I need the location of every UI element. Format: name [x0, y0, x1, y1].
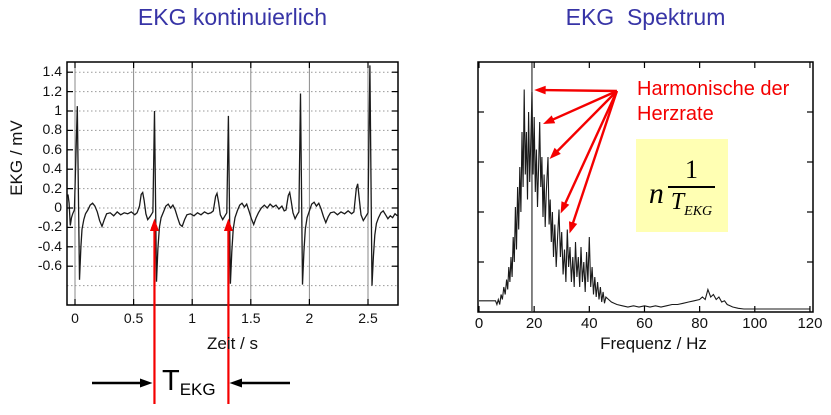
harmonics-annotation-line2: Herzrate: [637, 103, 714, 125]
left-chart-title: EKG kontinuierlich: [137, 4, 328, 30]
harmonic-arrowhead: [534, 85, 546, 95]
harmonic-arrow: [563, 90, 618, 206]
right-plot-border: [477, 61, 814, 313]
y-tick-label: 0.2: [42, 179, 62, 196]
y-tick-label: -0.2: [37, 218, 62, 235]
harmonic-arrow: [555, 90, 618, 154]
formula-fraction: 1 TEKG: [667, 155, 716, 219]
x-tick-label: 0.5: [123, 310, 144, 326]
harmonics-annotation-line1: Harmonische der: [637, 78, 790, 100]
ekg-waveform: [67, 65, 398, 286]
y-tick-label: -0.4: [37, 237, 62, 254]
right-chart-title: EKG Spektrum: [565, 4, 726, 30]
formula-denominator-subscript: EKG: [684, 204, 713, 219]
tekg-period-arrowhead: [149, 218, 159, 231]
harmonic-arrowhead: [543, 115, 556, 124]
spectrum-curve: [479, 89, 810, 310]
dimension-arrowhead-right: [229, 378, 242, 388]
dimension-arrowhead-left: [140, 378, 153, 388]
left-chart-plot: [66, 61, 399, 404]
y-tick-label: 0: [54, 199, 62, 215]
x-tick-label: 120: [797, 315, 823, 332]
x-tick-label: 1.5: [241, 310, 261, 326]
harmonic-arrow: [571, 90, 619, 226]
left-chart-xlabel: Zeit / s: [206, 334, 258, 353]
x-tick-label: 2: [305, 310, 314, 326]
y-tick-label: 1.4: [42, 63, 62, 80]
formula-denominator-symbol: T: [670, 189, 685, 215]
harmonic-arrowhead: [560, 201, 570, 214]
x-tick-label: 100: [742, 315, 768, 332]
harmonic-arrow: [543, 88, 617, 93]
tekg-period-label: TEKG: [162, 365, 216, 399]
x-tick-label: 1: [188, 310, 197, 326]
harmonics-formula-box: n 1 TEKG: [636, 139, 728, 232]
y-tick-label: 1: [54, 102, 62, 118]
y-tick-label: 0.4: [42, 160, 62, 177]
left-plot-border: [66, 61, 399, 306]
formula-denominator: TEKG: [667, 186, 716, 219]
y-tick-label: 0.6: [42, 140, 62, 157]
tekg-period-label-symbol: T: [162, 365, 180, 397]
x-tick-label: 60: [636, 315, 653, 332]
x-tick-label: 40: [580, 315, 598, 332]
right-chart-plot: [477, 61, 814, 313]
tekg-period-label-subscript: EKG: [179, 380, 216, 399]
tekg-period-arrowhead: [223, 218, 233, 231]
right-chart-xlabel: Frequenz / Hz: [600, 334, 707, 353]
x-tick-label: 20: [525, 315, 543, 332]
harmonics-annotation: Harmonische der Herzrate: [637, 77, 789, 127]
x-tick-label: 0: [474, 315, 484, 332]
x-tick-label: 2.5: [358, 310, 378, 326]
x-tick-label: 0: [71, 310, 79, 326]
y-tick-label: 1.2: [42, 82, 62, 99]
harmonic-arrowhead: [549, 147, 561, 159]
x-tick-label: 80: [691, 315, 708, 332]
formula-factor: n: [648, 176, 664, 210]
y-tick-label: 0.8: [42, 121, 62, 138]
y-tick-label: -0.6: [37, 257, 62, 274]
formula-numerator: 1: [684, 155, 698, 184]
harmonic-arrowhead: [569, 221, 578, 234]
harmonic-arrow: [550, 89, 618, 122]
